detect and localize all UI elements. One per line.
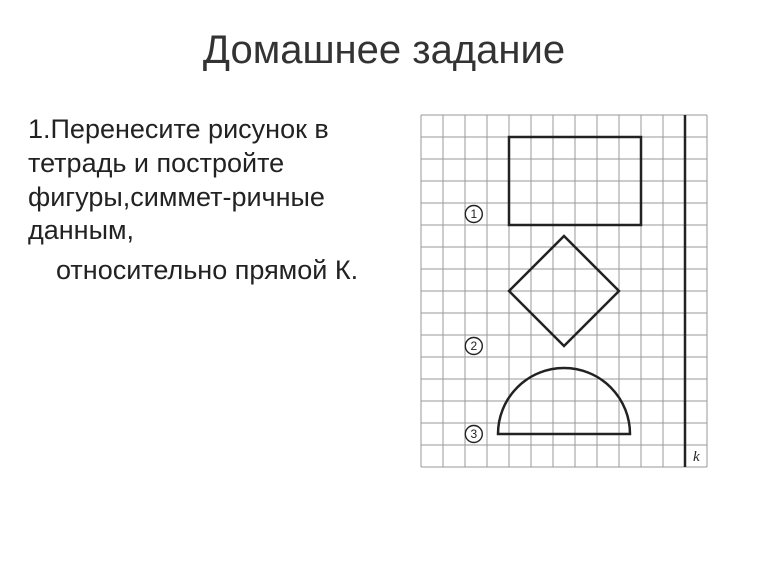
figure-column: k 1 2 3 (399, 113, 748, 474)
page-title: Домашнее задание (0, 0, 768, 73)
svg-text:3: 3 (471, 427, 478, 441)
diagram-svg: k 1 2 3 (419, 113, 727, 469)
svg-text:1: 1 (471, 207, 478, 221)
svg-text:2: 2 (471, 339, 478, 353)
geometry-diagram: k 1 2 3 (419, 113, 727, 474)
task-line-1: 1.Перенесите рисунок в тетрадь и построй… (28, 113, 399, 248)
task-text: 1.Перенесите рисунок в тетрадь и построй… (20, 113, 399, 474)
svg-text:k: k (693, 449, 700, 465)
task-line-2: относительно прямой К. (28, 254, 399, 288)
content-row: 1.Перенесите рисунок в тетрадь и построй… (0, 73, 768, 474)
